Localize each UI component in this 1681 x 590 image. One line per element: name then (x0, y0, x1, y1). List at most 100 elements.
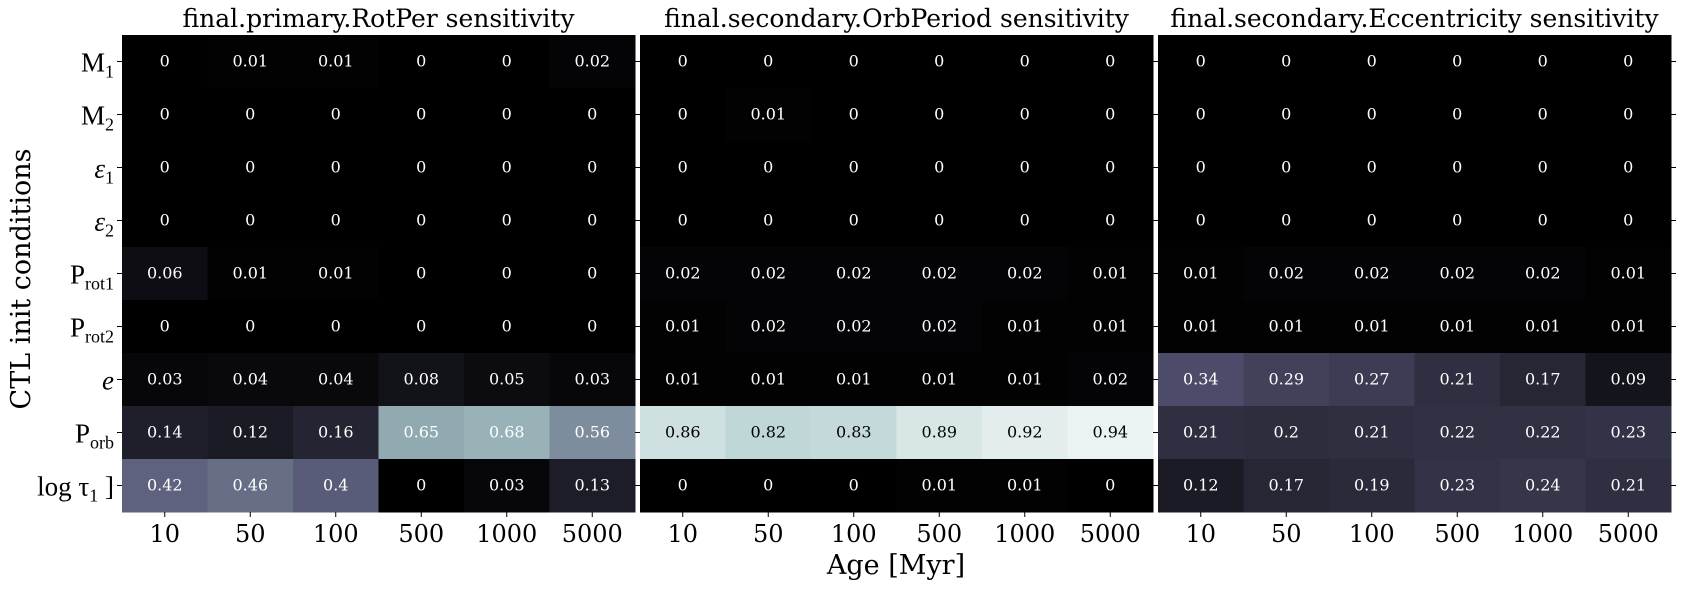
heatmap-cell (725, 406, 812, 460)
cell-value-label: 0.46 (232, 476, 268, 495)
heatmap-cell (1067, 406, 1154, 460)
heatmap-cell (1585, 459, 1672, 513)
heatmap-cell (378, 35, 465, 89)
y-tick-label: M2 (81, 101, 114, 135)
heatmap-cell (811, 35, 897, 89)
heatmap-cell (1585, 194, 1672, 248)
heatmap-cell (1329, 406, 1415, 460)
heatmap-cell (207, 194, 294, 248)
heatmap-cell (725, 88, 812, 142)
cell-value-label: 0 (934, 211, 944, 230)
heatmap-cell (811, 141, 897, 195)
cell-value-label: 0 (416, 264, 426, 283)
cell-value-label: 0 (1196, 211, 1206, 230)
cell-value-label: 0 (678, 158, 688, 177)
cell-value-label: 0 (934, 52, 944, 71)
cell-value-label: 0.21 (1439, 370, 1475, 389)
heatmap-cell (1158, 406, 1244, 460)
cell-value-label: 0 (763, 52, 773, 71)
cell-value-label: 0 (1196, 105, 1206, 124)
heatmap-cell (122, 353, 208, 407)
heatmap-cell (464, 353, 550, 407)
heatmap-cell (1414, 406, 1501, 460)
heatmap-cell (640, 247, 726, 301)
heatmap-cell (1067, 300, 1154, 354)
heatmap-cell (207, 300, 294, 354)
heatmap-cell (464, 88, 550, 142)
cell-value-label: 0.03 (489, 476, 525, 495)
heatmap-cell (122, 35, 208, 89)
heatmap-cell (1329, 88, 1415, 142)
heatmap-cell (1158, 35, 1244, 89)
cell-value-label: 0 (849, 476, 859, 495)
y-tick-label: M1 (81, 48, 114, 82)
heatmap-cell (725, 141, 812, 195)
cell-value-label: 0 (587, 105, 597, 124)
heatmap-cell (293, 459, 379, 513)
cell-value-label: 0 (1196, 52, 1206, 71)
cell-value-label: 0.01 (1610, 317, 1646, 336)
heatmap-cell (1243, 459, 1330, 513)
cell-value-label: 0 (678, 105, 688, 124)
heatmap-cell (1329, 353, 1415, 407)
cell-value-label: 0 (1367, 158, 1377, 177)
cell-value-label: 0 (1367, 52, 1377, 71)
cell-value-label: 0.01 (836, 370, 872, 389)
heatmap-cell (640, 88, 726, 142)
cell-value-label: 0 (416, 158, 426, 177)
heatmap-cell (1585, 35, 1672, 89)
cell-value-label: 0 (331, 317, 341, 336)
cell-value-label: 0.89 (921, 423, 957, 442)
heatmap-cell (293, 141, 379, 195)
cell-value-label: 0.02 (836, 317, 872, 336)
heatmap-cell (982, 194, 1068, 248)
panel-title: final.primary.RotPer sensitivity (182, 4, 575, 33)
heatmap-cell (896, 88, 983, 142)
cell-value-label: 0.01 (1525, 317, 1561, 336)
cell-value-label: 0.02 (1268, 264, 1304, 283)
heatmap-cell (549, 406, 636, 460)
panel-title: final.secondary.OrbPeriod sensitivity (664, 4, 1130, 33)
cell-value-label: 0.56 (574, 423, 610, 442)
heatmap-cell (549, 459, 636, 513)
heatmap-cell (122, 300, 208, 354)
cell-value-label: 0 (849, 105, 859, 124)
cell-value-label: 0.12 (232, 423, 268, 442)
heatmap-cell (378, 459, 465, 513)
cell-value-label: 0.12 (1183, 476, 1219, 495)
x-tick-label: 500 (1434, 520, 1480, 548)
heatmap-cell (207, 88, 294, 142)
cell-value-label: 0 (849, 52, 859, 71)
heatmap-cell (1329, 141, 1415, 195)
cell-value-label: 0.22 (1439, 423, 1475, 442)
cell-value-label: 0 (763, 158, 773, 177)
heatmap-cell (1243, 247, 1330, 301)
cell-value-label: 0 (587, 211, 597, 230)
cell-value-label: 0 (1452, 158, 1462, 177)
cell-value-label: 0.23 (1439, 476, 1475, 495)
x-tick-label: 100 (313, 520, 359, 548)
heatmap-cell (464, 35, 550, 89)
cell-value-label: 0 (678, 476, 688, 495)
cell-value-label: 0.86 (665, 423, 701, 442)
cell-value-label: 0.01 (921, 370, 957, 389)
cell-value-label: 0.17 (1525, 370, 1561, 389)
heatmap-cell (640, 194, 726, 248)
cell-value-label: 0 (160, 105, 170, 124)
cell-value-label: 0 (416, 105, 426, 124)
cell-value-label: 0 (502, 158, 512, 177)
heatmap-cell (1414, 353, 1501, 407)
heatmap-cell (811, 88, 897, 142)
heatmap-cell (1414, 88, 1501, 142)
cell-value-label: 0.94 (1092, 423, 1128, 442)
cell-value-label: 0.4 (323, 476, 348, 495)
x-tick-label: 5000 (1598, 520, 1659, 548)
cell-value-label: 0 (245, 317, 255, 336)
heatmap-cell (207, 141, 294, 195)
heatmap-cell (1243, 88, 1330, 142)
cell-value-label: 0.68 (489, 423, 525, 442)
heatmap-cell (378, 353, 465, 407)
cell-value-label: 0.01 (750, 370, 786, 389)
cell-value-label: 0 (502, 52, 512, 71)
